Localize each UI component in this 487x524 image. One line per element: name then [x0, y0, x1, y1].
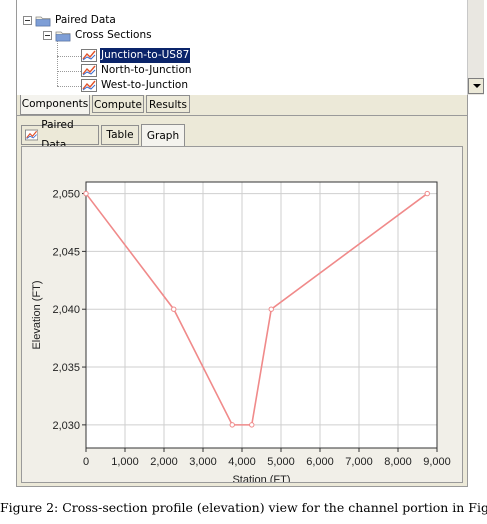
data-point — [249, 422, 255, 428]
y-tick-label: 2,035 — [52, 362, 80, 374]
folder-icon — [35, 16, 51, 26]
y-tick-label: 2,030 — [52, 420, 80, 432]
data-point — [171, 306, 177, 312]
outer-tab-strip: Components Compute Results — [16, 95, 468, 115]
tree-connector — [57, 71, 81, 72]
scroll-down-arrow-icon[interactable] — [468, 78, 484, 94]
tree-item-west-to-junction[interactable]: West-to-Junction — [81, 78, 189, 93]
tree-connector — [57, 56, 81, 57]
tab-label: Components — [21, 98, 89, 110]
data-point — [268, 306, 274, 312]
x-tick-label: 2,000 — [150, 456, 178, 468]
data-point — [83, 190, 89, 197]
x-tick-label: 5,000 — [267, 456, 295, 468]
tab-label: Graph — [146, 129, 180, 142]
paired-data-graph-icon — [81, 49, 97, 62]
y-tick-label: 2,040 — [52, 304, 80, 316]
tree-node-cross-sections[interactable]: Cross Sections — [43, 28, 153, 43]
data-point — [424, 190, 430, 197]
graph-area[interactable]: 0 1,000 2,000 3,000 4,000 5,000 6,000 7,000 8,00… — [21, 146, 463, 483]
tree-label: West-to-Junction — [101, 79, 189, 91]
tree-item-junction-to-us87[interactable]: Junction-to-US87 — [81, 48, 191, 63]
main-panel: Paired Data Table Graph 0 1,000 2,000 3,000… — [16, 115, 468, 487]
series-line — [85, 192, 428, 426]
paired-data-graph-icon — [81, 64, 97, 77]
paired-data-graph-icon — [25, 129, 39, 141]
tree-label: Junction-to-US87 — [100, 48, 191, 63]
x-axis-title: Station (FT) — [232, 474, 290, 482]
tab-graph[interactable]: Graph — [141, 124, 185, 146]
tree-panel: Paired Data Cross Sections Junction-to-U… — [16, 0, 484, 95]
folder-icon — [55, 31, 71, 41]
x-tick-label: 3,000 — [189, 456, 217, 468]
figure-caption: Figure 2: Cross-section profile (elevati… — [0, 500, 487, 515]
tab-label: Table — [106, 129, 134, 141]
y-tick-label: 2,045 — [52, 246, 80, 258]
tab-table[interactable]: Table — [101, 125, 139, 145]
y-axis-title: Elevation (FT) — [31, 280, 43, 349]
plot-area — [85, 181, 438, 449]
x-tick-label: 1,000 — [111, 456, 139, 468]
collapse-toggle-icon[interactable] — [43, 31, 52, 40]
tree-label: Paired Data — [55, 14, 116, 26]
tab-label: Results — [149, 99, 187, 111]
data-point — [229, 422, 235, 428]
tab-results[interactable]: Results — [146, 95, 190, 113]
y-tick-label: 2,050 — [52, 189, 80, 201]
paired-data-graph-icon — [81, 79, 97, 92]
vertical-scrollbar[interactable] — [467, 0, 484, 95]
collapse-toggle-icon[interactable] — [23, 16, 32, 25]
tab-components[interactable]: Components — [20, 95, 90, 115]
x-tick-label: 0 — [83, 456, 89, 468]
x-tick-label: 8,000 — [384, 456, 412, 468]
x-tick-label: 4,000 — [228, 456, 256, 468]
tree-node-paired-data[interactable]: Paired Data — [23, 13, 117, 28]
plot-border — [85, 181, 438, 449]
x-tick-label: 9,000 — [423, 456, 451, 468]
elevation-chart: 0 1,000 2,000 3,000 4,000 5,000 6,000 7,000 8,00… — [31, 181, 451, 482]
tab-compute[interactable]: Compute — [92, 95, 144, 113]
x-tick-label: 6,000 — [306, 456, 334, 468]
x-tick-label: 7,000 — [345, 456, 373, 468]
tree-connector — [57, 86, 81, 87]
tab-label: Compute — [94, 99, 142, 111]
tree-label: Cross Sections — [75, 29, 152, 41]
tree-connector — [57, 34, 58, 86]
tree-label: North-to-Junction — [101, 64, 192, 76]
tree-item-north-to-junction[interactable]: North-to-Junction — [81, 63, 193, 78]
tab-paired-data[interactable]: Paired Data — [21, 119, 99, 151]
